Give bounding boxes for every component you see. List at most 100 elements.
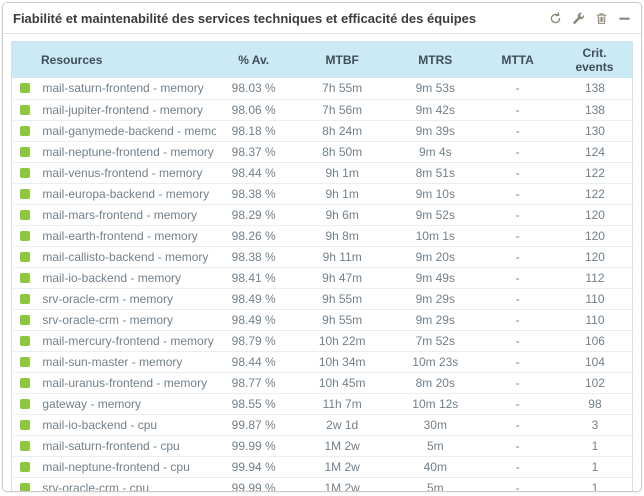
status-ok-icon: [20, 272, 30, 283]
mtrs-value: 5m: [393, 435, 478, 457]
resource-cell: mail-earth-frontend - memory: [11, 225, 217, 247]
availability-value: 98.44 %: [216, 162, 291, 184]
availability-value: 99.99 %: [231, 480, 276, 492]
mtrs-value: 9m 29s: [393, 309, 478, 331]
resource-cell: mail-europa-backend - memory: [11, 183, 217, 205]
availability-value: 98.55 %: [216, 393, 291, 415]
availability-value: 98.41 %: [216, 267, 291, 289]
table-row[interactable]: mail-jupiter-frontend - memory 98.06 % 7…: [11, 99, 633, 121]
crit-events-value: 112: [557, 267, 633, 289]
table-row[interactable]: mail-saturn-frontend - memory 98.03 % 7h…: [11, 78, 633, 100]
table-row[interactable]: mail-io-backend - cpu 99.87 % 2w 1d 30m …: [11, 414, 633, 436]
crit-events-value: 122: [557, 162, 633, 184]
mtbf-value: 9h 47m: [290, 267, 394, 289]
table-row[interactable]: mail-callisto-backend - memory 98.38 % 9…: [11, 246, 633, 268]
resource-cell: srv-oracle-crm - memory: [11, 309, 217, 331]
table-row[interactable]: srv-oracle-crm - memory 98.49 % 9h 55m 9…: [11, 309, 633, 331]
column-header-availability[interactable]: % Av.: [216, 41, 291, 78]
resource-cell: mail-saturn-frontend - memory: [11, 78, 217, 100]
table-row[interactable]: mail-europa-backend - memory 98.38 % 9h …: [11, 183, 633, 205]
table-row[interactable]: mail-neptune-frontend - memory 98.37 % 8…: [11, 141, 633, 163]
column-header-crit-events[interactable]: Crit. events: [557, 41, 633, 78]
column-header-mtta[interactable]: MTTA: [477, 41, 558, 78]
mtrs-value: 8m 51s: [393, 162, 478, 184]
mtta-value: -: [477, 225, 558, 247]
crit-events-value: 98: [557, 393, 633, 415]
availability-value: 98.38 %: [216, 246, 291, 268]
status-ok-icon: [20, 230, 30, 241]
resource-name: mail-uranus-frontend - memory: [42, 375, 208, 390]
resource-name: mail-mars-frontend - memory: [42, 207, 198, 222]
crit-events-value: 120: [557, 225, 633, 247]
mtbf-value: 9h 55m: [290, 309, 394, 331]
table-row[interactable]: mail-uranus-frontend - memory 98.77 % 10…: [11, 372, 633, 394]
table-row[interactable]: mail-neptune-frontend - cpu 99.94 % 1M 2…: [11, 456, 633, 478]
mtrs-value: 8m 20s: [393, 372, 478, 394]
resource-cell: srv-oracle-crm - cpu: [12, 477, 217, 491]
availability-value: 98.26 %: [216, 225, 291, 247]
table-row[interactable]: gateway - memory 98.55 % 11h 7m 10m 12s …: [11, 393, 633, 415]
resource-cell: mail-io-backend - cpu: [11, 414, 217, 436]
widget-title: Fiabilité et maintenabilité des services…: [13, 10, 477, 26]
mtrs-value: 9m 10s: [393, 183, 478, 205]
status-ok-icon: [20, 482, 30, 491]
mtta-value: -: [477, 372, 558, 394]
mtta-value: -: [477, 183, 558, 205]
mtrs-value: 10m 23s: [393, 351, 478, 373]
mtrs-value: 9m 53s: [393, 78, 478, 100]
resource-name: mail-callisto-backend - memory: [42, 249, 209, 264]
status-ok-icon: [20, 440, 30, 451]
table-row[interactable]: mail-io-backend - memory 98.41 % 9h 47m …: [11, 267, 633, 289]
wrench-icon[interactable]: [571, 11, 585, 25]
mtbf-value: 10h 22m: [290, 330, 394, 352]
refresh-icon[interactable]: [548, 11, 562, 25]
crit-events-value: 110: [557, 309, 633, 331]
table-row[interactable]: mail-mars-frontend - memory 98.29 % 9h 6…: [11, 204, 633, 226]
widget-toolbar: [548, 11, 631, 25]
table-row[interactable]: mail-ganymede-backend - memory 98.18 % 8…: [11, 120, 633, 142]
mtta-value: -: [477, 288, 558, 310]
status-ok-icon: [20, 146, 30, 157]
table-row[interactable]: mail-sun-master - memory 98.44 % 10h 34m…: [11, 351, 633, 373]
trash-icon[interactable]: [594, 11, 608, 25]
table-row[interactable]: mail-mercury-frontend - memory 98.79 % 1…: [11, 330, 633, 352]
mtrs-value: 10m 12s: [393, 393, 478, 415]
resource-name: srv-oracle-crm - memory: [42, 291, 174, 306]
column-header-mtbf[interactable]: MTBF: [290, 41, 394, 78]
mtbf-value: 10h 34m: [290, 351, 394, 373]
mtbf-value: 9h 55m: [290, 288, 394, 310]
resource-cell: mail-ganymede-backend - memory: [11, 120, 217, 142]
resource-name: mail-ganymede-backend - memory: [42, 123, 217, 138]
resource-name: srv-oracle-crm - memory: [42, 312, 174, 327]
crit-events-value: 120: [557, 204, 633, 226]
crit-events-value: 130: [557, 120, 633, 142]
status-ok-icon: [20, 377, 30, 388]
mtrs-value: 30m: [393, 414, 478, 436]
column-header-resources[interactable]: Resources: [11, 41, 217, 78]
mtrs-value: 9m 20s: [393, 246, 478, 268]
mtrs-value: 10m 1s: [393, 225, 478, 247]
table-row[interactable]: srv-oracle-crm - memory 98.49 % 9h 55m 9…: [11, 288, 633, 310]
resource-cell: srv-oracle-crm - memory: [11, 288, 217, 310]
mtrs-value: 9m 49s: [393, 267, 478, 289]
table-row[interactable]: mail-venus-frontend - memory 98.44 % 9h …: [11, 162, 633, 184]
column-header-mtrs[interactable]: MTRS: [393, 41, 478, 78]
collapse-icon[interactable]: [617, 11, 631, 25]
availability-value: 98.77 %: [216, 372, 291, 394]
status-ok-icon: [20, 167, 30, 178]
mtta-value: -: [477, 204, 558, 226]
crit-events-value: 102: [557, 372, 633, 394]
resource-cell: mail-neptune-frontend - cpu: [11, 456, 217, 478]
resource-cell: mail-io-backend - memory: [11, 267, 217, 289]
availability-value: 98.79 %: [216, 330, 291, 352]
mtbf-value: 1M 2w: [290, 456, 394, 478]
table-row[interactable]: srv-oracle-crm - cpu 99.99 % 1M 2w 5m - …: [12, 477, 633, 492]
availability-value: 99.94 %: [216, 456, 291, 478]
mtbf-value: 9h 6m: [290, 204, 394, 226]
table-row[interactable]: mail-saturn-frontend - cpu 99.99 % 1M 2w…: [11, 435, 633, 457]
crit-events-value: 1: [557, 435, 633, 457]
resource-cell: mail-uranus-frontend - memory: [11, 372, 217, 394]
resource-name: mail-jupiter-frontend - memory: [42, 102, 204, 117]
table-row[interactable]: mail-earth-frontend - memory 98.26 % 9h …: [11, 225, 633, 247]
